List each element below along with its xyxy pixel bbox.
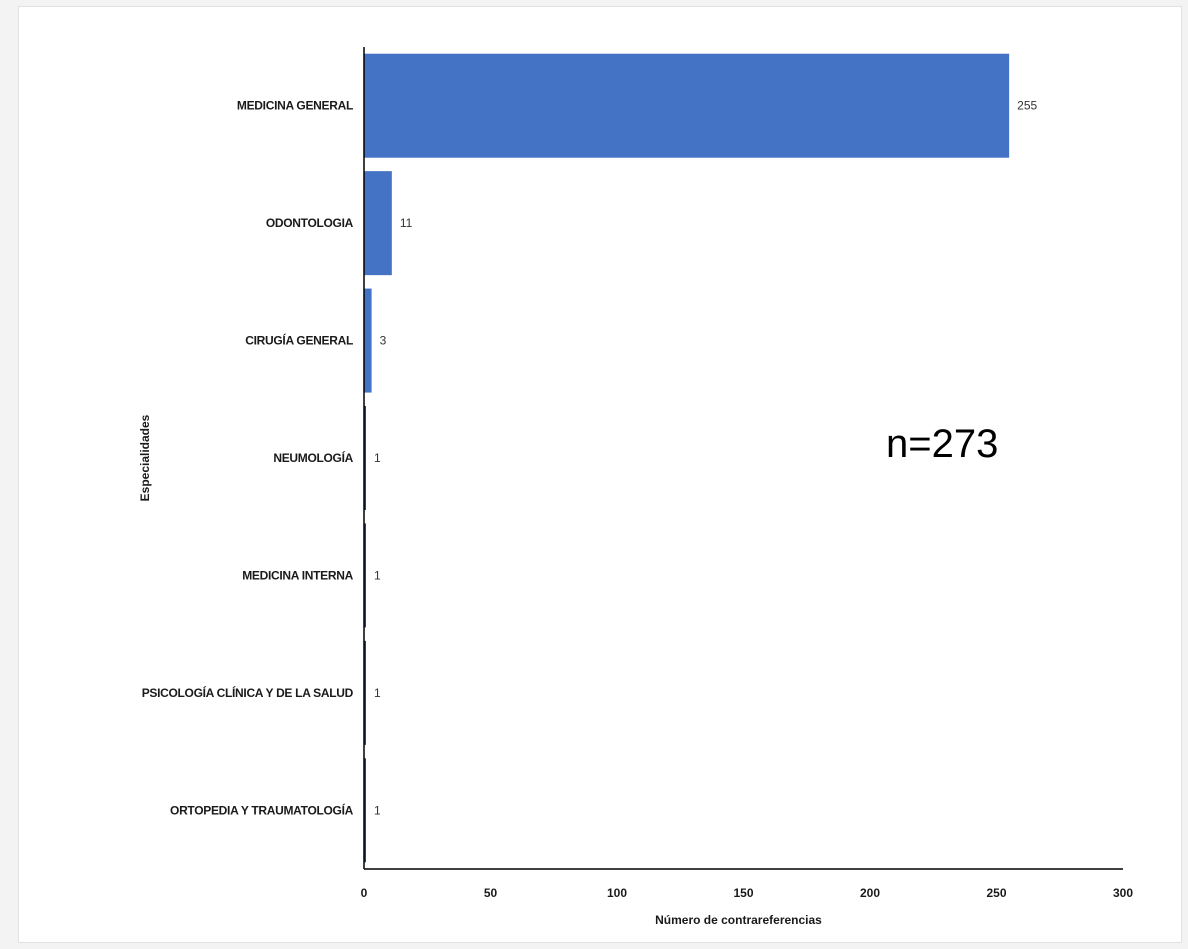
data-label-5: 1: [374, 568, 381, 582]
category-label-5: MEDICINA INTERNA: [242, 568, 353, 582]
category-label-6: PSICOLOGÍA CLÍNICA Y DE LA SALUD: [142, 685, 354, 700]
sample-size-annotation: n=273: [886, 422, 998, 466]
bar-1: [364, 53, 1010, 158]
bar-5: [364, 523, 366, 628]
x-tick-label-200: 200: [860, 886, 880, 900]
bar-7: [364, 758, 366, 863]
data-label-7: 1: [374, 803, 381, 817]
category-labels-group: MEDICINA GENERAL ODONTOLOGIA CIRUGÍA GENER…: [142, 99, 354, 818]
data-label-2: 11: [400, 216, 413, 230]
category-label-1: MEDICINA GENERAL: [237, 99, 353, 113]
bar-2: [364, 171, 392, 276]
data-label-1: 255: [1017, 99, 1037, 113]
x-tick-label-150: 150: [733, 886, 753, 900]
x-tick-label-250: 250: [986, 886, 1006, 900]
category-label-3: CIRUGÍA GENERAL: [245, 333, 353, 348]
bar-6: [364, 640, 366, 745]
category-label-4: NEUMOLOGÍA: [273, 450, 353, 465]
category-label-2: ODONTOLOGIA: [266, 216, 354, 230]
bar-4: [364, 406, 366, 510]
bar-3: [364, 288, 372, 393]
x-tick-label-0: 0: [361, 886, 368, 900]
data-label-3: 3: [380, 334, 387, 348]
x-tick-label-300: 300: [1113, 886, 1133, 900]
data-label-4: 1: [374, 451, 381, 465]
x-tick-label-100: 100: [607, 886, 627, 900]
chart-frame: 255 11 3 1 1 1 1 MEDICINA GENERAL ODONTOLOGIA CI…: [18, 6, 1182, 943]
x-axis-title: Número de contrareferencias: [655, 913, 822, 927]
category-label-7: ORTOPEDIA Y TRAUMATOLOGÍA: [170, 802, 354, 817]
data-label-6: 1: [374, 686, 381, 700]
y-axis-title: Especialidades: [138, 414, 152, 501]
x-tick-label-50: 50: [484, 886, 498, 900]
bars-group: [364, 53, 1010, 863]
x-tick-labels-group: 0 50 100 150 200 250 300: [361, 886, 1134, 900]
